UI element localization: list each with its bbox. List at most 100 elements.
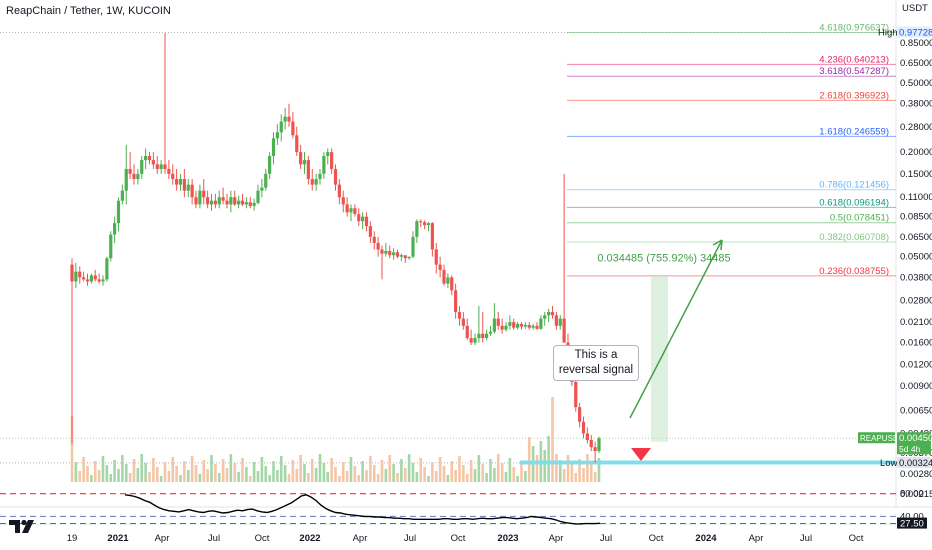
- candle-body: [361, 216, 365, 222]
- rsi-value-badge: [897, 517, 927, 529]
- volume-bar: [124, 464, 128, 482]
- volume-bar: [400, 459, 403, 482]
- candle-body: [186, 184, 190, 191]
- volume-bar: [86, 466, 89, 482]
- volume-bar: [338, 476, 341, 482]
- candle-body: [105, 258, 109, 280]
- candle-body: [120, 190, 124, 201]
- volume-bar: [101, 456, 105, 482]
- candle-body: [198, 190, 202, 205]
- volume-bar: [562, 469, 566, 482]
- volume-bar: [225, 468, 229, 482]
- candle-body: [132, 173, 136, 180]
- volume-bar: [512, 467, 516, 482]
- volume-bar: [326, 472, 330, 482]
- candle-body: [349, 208, 353, 213]
- x-tick-label: Oct: [849, 533, 864, 544]
- volume-bar: [214, 464, 217, 482]
- candle-body: [194, 197, 198, 205]
- volume-bar: [144, 463, 147, 482]
- candle-body: [516, 323, 520, 328]
- volume-bar: [450, 461, 454, 482]
- volume-bar: [481, 464, 485, 482]
- volume-bar: [423, 467, 426, 482]
- volume-bar: [171, 457, 175, 482]
- volume-bar: [148, 472, 151, 482]
- candle-body: [330, 152, 334, 169]
- volume-bar: [252, 462, 256, 482]
- volume-bar: [74, 462, 78, 482]
- volume-bar: [136, 468, 140, 482]
- volume-bar: [221, 459, 225, 482]
- volume-bar: [256, 471, 260, 482]
- candle-body: [82, 277, 86, 280]
- volume-bar: [357, 475, 361, 482]
- volume-bar: [334, 467, 337, 482]
- x-tick-label: Apr: [353, 533, 368, 544]
- candle-body: [221, 197, 225, 201]
- volume-bar: [330, 458, 333, 482]
- candle-body: [302, 160, 307, 165]
- candle-body: [268, 155, 272, 174]
- volume-bar: [140, 454, 144, 482]
- x-tick-label: Jul: [208, 533, 220, 544]
- candle-body: [155, 164, 159, 169]
- down-triangle-icon: [631, 448, 651, 461]
- y-tick-label: 0.002150: [900, 489, 932, 500]
- candle-body: [465, 325, 469, 339]
- candle-body: [202, 190, 206, 198]
- volume-bar: [194, 465, 198, 482]
- candle-body: [310, 179, 314, 185]
- volume-bar: [295, 469, 299, 482]
- candle-body: [357, 214, 361, 222]
- volume-bar: [152, 458, 155, 482]
- candle-body: [392, 252, 396, 256]
- candle-body: [260, 187, 264, 191]
- volume-bar: [376, 474, 380, 482]
- volume-bar: [113, 460, 116, 482]
- x-tick-label: Apr: [749, 533, 764, 544]
- volume-bar: [473, 469, 477, 482]
- candle-body: [159, 164, 163, 169]
- candle-body: [403, 255, 407, 259]
- candle-body: [469, 338, 473, 343]
- candle-body: [314, 179, 318, 185]
- candle-body: [306, 160, 310, 180]
- volume-bar: [93, 461, 97, 482]
- measure-label: 0.034485 (755.92%) 34485: [597, 252, 730, 264]
- candle-body: [182, 179, 186, 191]
- volume-bar: [411, 463, 415, 482]
- candle-body: [488, 331, 493, 334]
- candle-body: [384, 250, 388, 254]
- reversal-callout: This is a reversal signal: [553, 345, 639, 381]
- volume-bar: [287, 474, 291, 482]
- measure-box: [651, 275, 668, 442]
- candle-body: [446, 277, 450, 284]
- volume-bar: [299, 455, 302, 482]
- candle-body: [136, 173, 140, 180]
- volume-bar: [496, 454, 500, 482]
- candle-body: [291, 121, 295, 136]
- volume-bar: [419, 458, 423, 482]
- symbol-tag: REAPUSDT: [860, 434, 904, 443]
- fib-label: 3.618(0.547287): [819, 66, 889, 77]
- candle-body: [178, 179, 183, 185]
- countdown-label: 5d 4h: [899, 444, 921, 454]
- x-tick-label: Oct: [255, 533, 270, 544]
- candle-body: [512, 322, 516, 328]
- candle-body: [147, 155, 152, 161]
- low-tag: Low: [880, 458, 898, 469]
- volume-bar: [248, 476, 252, 482]
- candle-body: [128, 168, 132, 174]
- volume-bar: [462, 465, 465, 482]
- tradingview-logo-icon[interactable]: [8, 516, 38, 538]
- candle-body: [380, 249, 384, 254]
- volume-bar: [407, 454, 411, 482]
- candle-body: [295, 135, 299, 153]
